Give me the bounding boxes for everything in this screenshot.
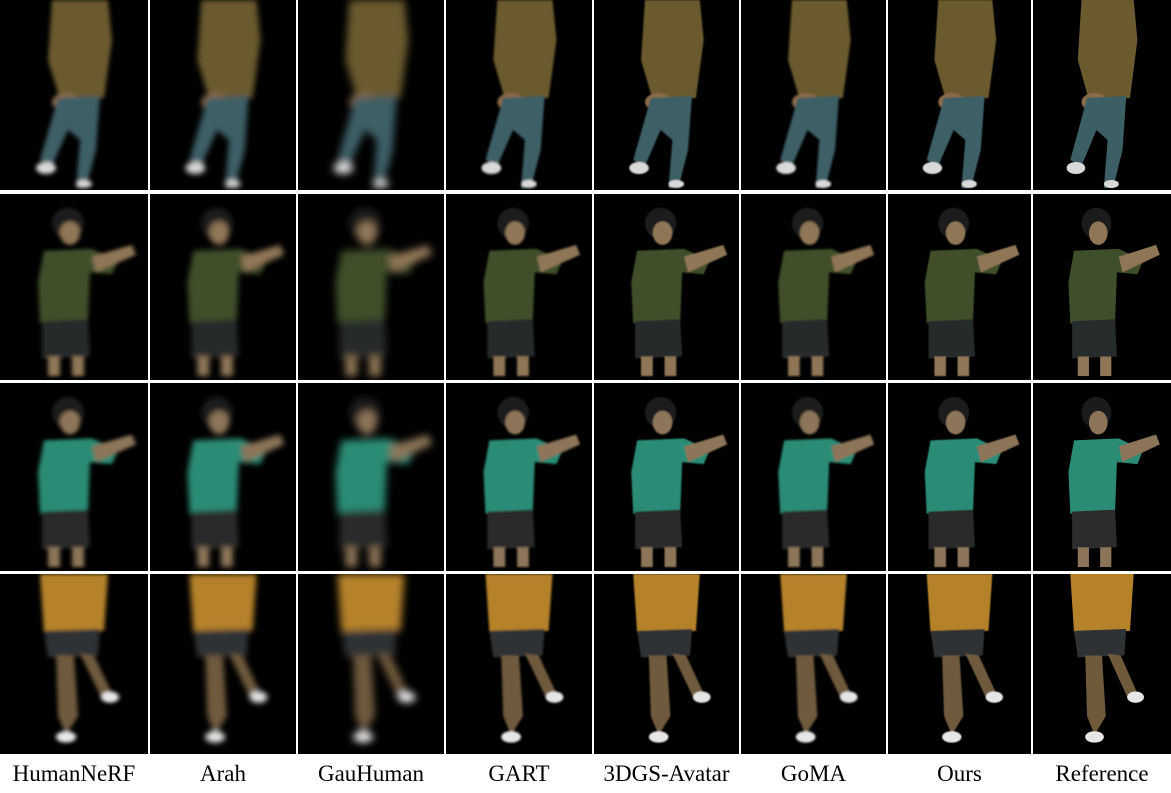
render-teal-tshirt-dark-shorts-humannerf (0, 383, 148, 571)
render-green-tshirt-dark-shorts-ours (888, 194, 1031, 380)
render-olive-jacket-jeans-humannerf (0, 0, 148, 190)
render-orange-shirt-shorts-gauhuman (298, 574, 444, 754)
human-figure-image (40, 574, 119, 743)
render-olive-jacket-jeans-arah (150, 0, 296, 190)
render-green-tshirt-dark-shorts-reference (1033, 194, 1171, 380)
human-figure-image (780, 574, 858, 743)
human-figure-image (926, 574, 1003, 743)
column-label-humannerf: HumanNeRF (12, 761, 136, 786)
human-figure-image (1068, 396, 1160, 568)
human-figure-image (778, 396, 875, 568)
human-figure-image (1066, 0, 1138, 188)
render-olive-jacket-jeans-gart (446, 0, 592, 190)
render-teal-tshirt-dark-shorts-ours (888, 383, 1031, 571)
render-orange-shirt-shorts-3dgs-avatar (594, 574, 739, 754)
human-figure-image (38, 207, 136, 377)
human-figure-image (924, 207, 1020, 377)
render-teal-tshirt-dark-shorts-arah (150, 383, 296, 571)
render-olive-jacket-jeans-gauhuman (298, 0, 444, 190)
human-figure-image (333, 0, 409, 188)
column-label-3dgs-avatar: 3DGS-Avatar (603, 761, 730, 786)
render-teal-tshirt-dark-shorts-goma (741, 383, 886, 571)
human-figure-image (337, 574, 416, 743)
human-figure-image (187, 207, 285, 377)
human-figure-image (922, 0, 997, 188)
column-label-ours: Ours (937, 761, 982, 786)
render-teal-tshirt-dark-shorts-gart (446, 383, 592, 571)
human-figure-image (335, 396, 433, 568)
render-orange-shirt-shorts-arah (150, 574, 296, 754)
render-olive-jacket-jeans-reference (1033, 0, 1171, 190)
human-figure-image (633, 574, 711, 743)
human-figure-image (629, 0, 704, 188)
render-green-tshirt-dark-shorts-goma (741, 194, 886, 380)
render-green-tshirt-dark-shorts-gart (446, 194, 592, 380)
column-label-arah: Arah (200, 761, 246, 786)
column-label-reference: Reference (1055, 761, 1149, 786)
human-figure-image (36, 0, 112, 188)
render-orange-shirt-shorts-gart (446, 574, 592, 754)
render-green-tshirt-dark-shorts-gauhuman (298, 194, 444, 380)
human-figure-image (924, 396, 1020, 568)
render-olive-jacket-jeans-ours (888, 0, 1031, 190)
column-label-goma: GoMA (780, 761, 847, 786)
human-figure-image (776, 0, 851, 188)
render-teal-tshirt-dark-shorts-reference (1033, 383, 1171, 571)
human-figure-image (1070, 574, 1144, 743)
human-figure-image (485, 574, 564, 743)
human-figure-image (481, 0, 557, 188)
human-figure-image (483, 207, 581, 377)
render-orange-shirt-shorts-ours (888, 574, 1031, 754)
render-olive-jacket-jeans-goma (741, 0, 886, 190)
render-orange-shirt-shorts-humannerf (0, 574, 148, 754)
render-olive-jacket-jeans-3dgs-avatar (594, 0, 739, 190)
render-orange-shirt-shorts-goma (741, 574, 886, 754)
human-figure-image (189, 574, 268, 743)
render-green-tshirt-dark-shorts-3dgs-avatar (594, 194, 739, 380)
human-figure-image (335, 207, 433, 377)
human-figure-image (187, 396, 285, 568)
render-green-tshirt-dark-shorts-arah (150, 194, 296, 380)
human-figure-image (631, 396, 728, 568)
render-green-tshirt-dark-shorts-humannerf (0, 194, 148, 380)
human-figure-image (185, 0, 261, 188)
render-orange-shirt-shorts-reference (1033, 574, 1171, 754)
render-teal-tshirt-dark-shorts-gauhuman (298, 383, 444, 571)
human-figure-image (483, 396, 581, 568)
human-figure-image (631, 207, 728, 377)
human-figure-image (1068, 207, 1160, 377)
render-teal-tshirt-dark-shorts-3dgs-avatar (594, 383, 739, 571)
human-figure-image (778, 207, 875, 377)
column-label-gart: GART (488, 761, 550, 786)
column-label-gauhuman: GauHuman (317, 761, 425, 786)
human-figure-image (38, 396, 136, 568)
